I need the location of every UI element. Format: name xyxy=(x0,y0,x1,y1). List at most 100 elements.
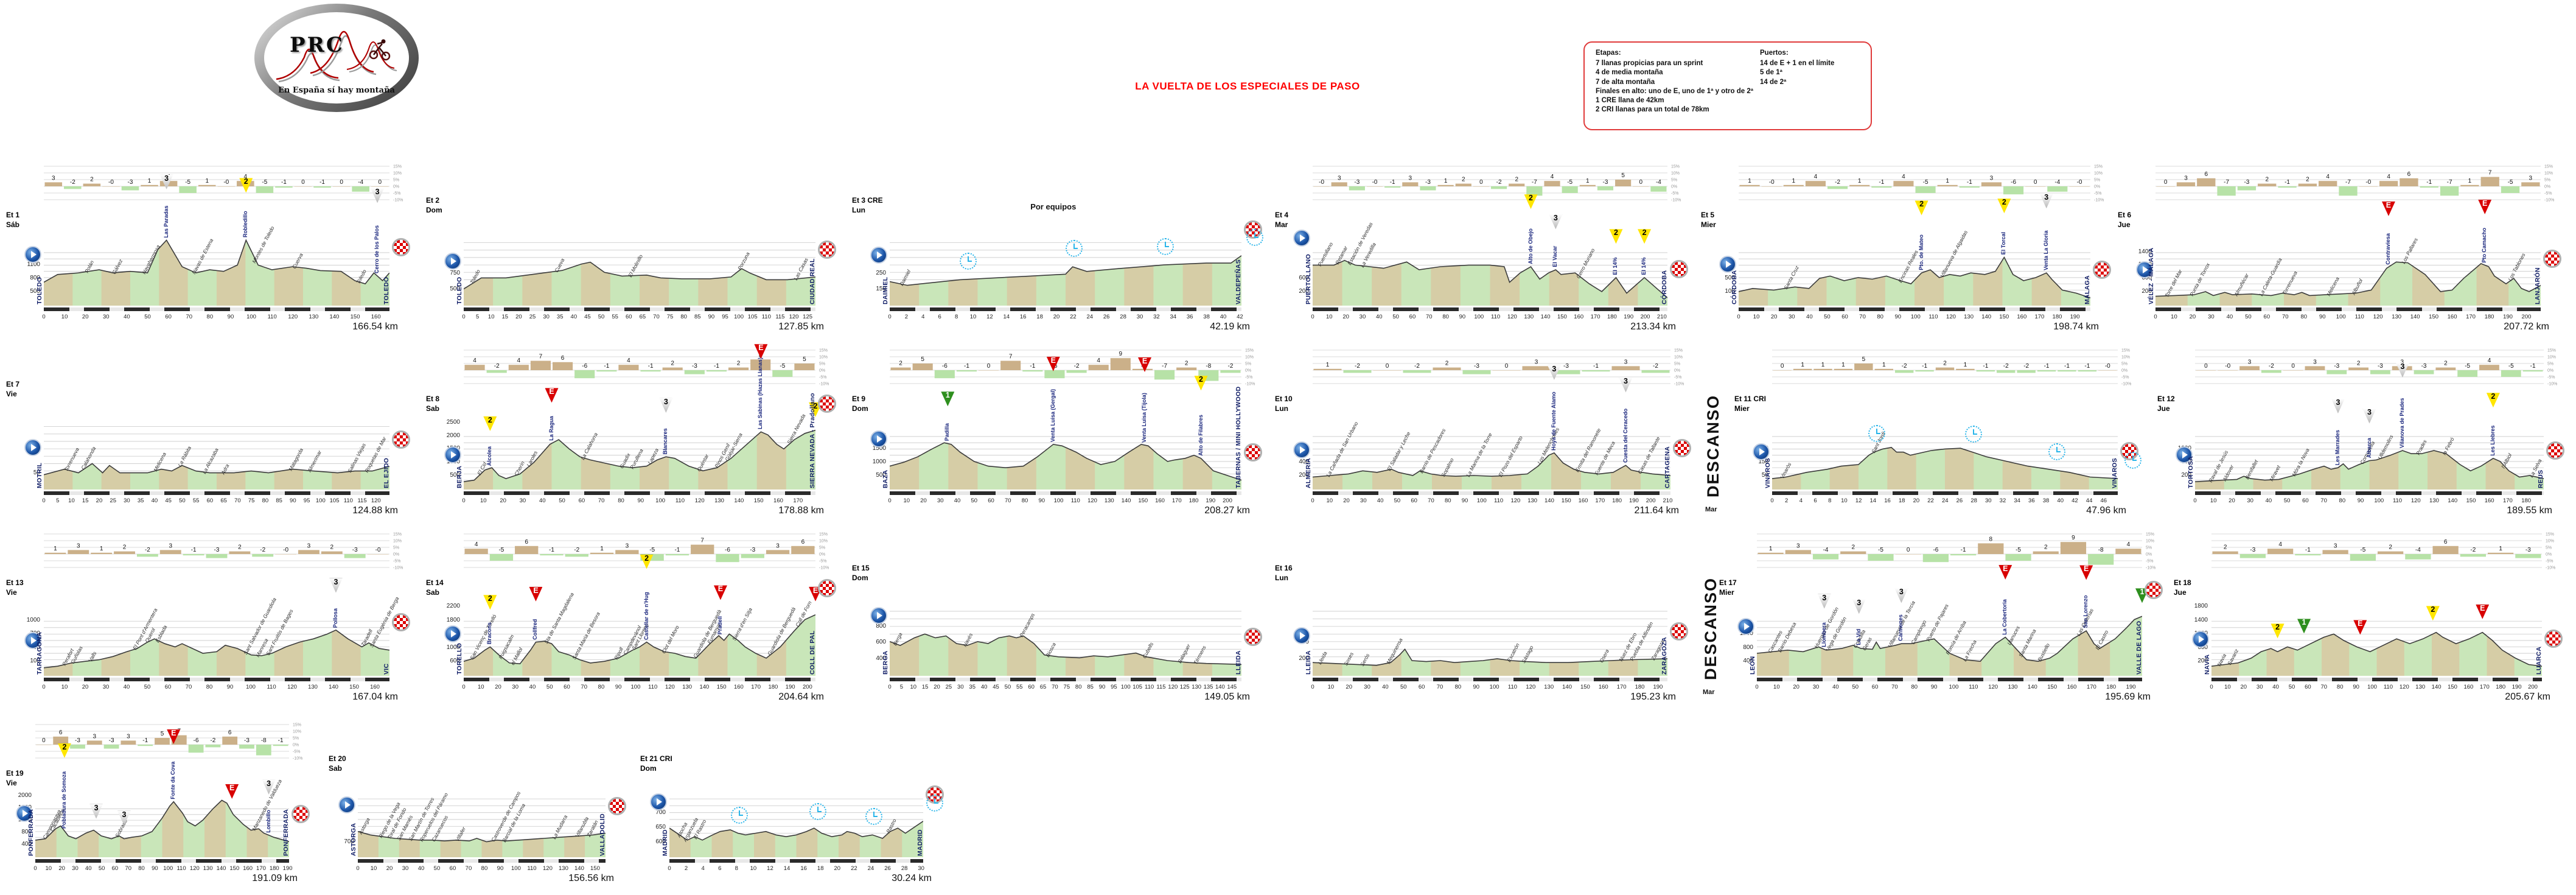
rest-day-weekday: Mar xyxy=(1705,506,1717,513)
x-axis-tick: 110 xyxy=(267,314,277,320)
svg-text:15%: 15% xyxy=(819,533,828,537)
x-axis-tick: 15 xyxy=(921,684,929,690)
svg-text:-2: -2 xyxy=(494,363,500,370)
svg-text:2: 2 xyxy=(1515,177,1518,183)
stage-day: Vie xyxy=(6,588,17,597)
svg-text:2: 2 xyxy=(90,177,94,183)
elevation-profile-chart xyxy=(1313,252,1667,306)
x-axis-tick: 60 xyxy=(164,684,172,690)
svg-text:-7: -7 xyxy=(2447,179,2452,186)
x-axis-tick: 80 xyxy=(2336,684,2344,690)
elevation-profile-chart xyxy=(358,798,606,857)
x-axis-tick: 110 xyxy=(1144,684,1154,690)
distance-label: 191.09 km xyxy=(252,873,298,883)
climb-name-label: Pto. de Mateo xyxy=(1918,234,1924,271)
climb-name-label: Venta Luisa (Gergal) xyxy=(1049,388,1056,442)
gradient-strip: 15% 10% 5% 0% -5% -10% 0 -0 3 -2 0 3 -3 2 -3 3 -3 2 -5 4 -5 -… xyxy=(2195,343,2566,390)
x-axis-tick: 140 xyxy=(1215,684,1225,690)
finish-city-name: SIERRA NEVADA - Pradollano xyxy=(809,393,816,488)
x-axis-tick: 150 xyxy=(2466,497,2476,504)
x-axis-tick: 38 xyxy=(2042,497,2050,504)
svg-text:5%: 5% xyxy=(393,546,399,550)
start-city-name: BERGA xyxy=(882,650,889,675)
elevation-profile-chart xyxy=(44,426,389,490)
x-axis-tick: 14 xyxy=(783,865,791,872)
x-axis-tick: 190 xyxy=(1653,684,1663,690)
climb-name-label: Bracons xyxy=(486,622,493,645)
svg-text:4: 4 xyxy=(244,174,248,180)
svg-text:10%: 10% xyxy=(393,539,402,544)
x-axis-tick: 40 xyxy=(570,314,578,320)
x-axis-tick: 12 xyxy=(1855,497,1862,504)
x-axis-tick: 70 xyxy=(465,865,472,872)
x-axis-tick: 110 xyxy=(1929,314,1938,320)
x-axis-tick: 30 xyxy=(543,314,550,320)
svg-text:3: 3 xyxy=(1409,175,1412,181)
svg-text:-3: -3 xyxy=(109,737,114,744)
profile-plot xyxy=(669,771,923,857)
x-axis-tick: 110 xyxy=(176,865,186,872)
svg-text:0%: 0% xyxy=(393,553,399,557)
x-axis-tick: 5 xyxy=(56,497,60,504)
finish-city-name: VIC xyxy=(383,663,390,675)
stage-day: Dom xyxy=(852,404,868,413)
gradient-strip-chart: 15% 10% 5% 0% -5% -10% 4 -5 6 -1 -2 1 3 -5 -1 7 -6 -3 3 6 xyxy=(464,533,829,570)
x-axis-tick: 20 xyxy=(1793,684,1799,690)
svg-text:4: 4 xyxy=(473,357,476,364)
x-axis-tick: 70 xyxy=(1428,497,1434,504)
svg-text:-7: -7 xyxy=(2224,179,2229,186)
svg-text:5%: 5% xyxy=(2121,362,2127,367)
x-axis-tick: 110 xyxy=(2392,497,2403,504)
svg-text:0%: 0% xyxy=(2146,553,2152,557)
x-axis-tick: 10 xyxy=(68,497,75,504)
svg-text:-1: -1 xyxy=(1030,363,1035,370)
time-check-clock-icon xyxy=(1065,240,1083,258)
x-axis-tick: 70 xyxy=(234,497,241,504)
gradient-strip-chart: 15%10%5%0%-5%-10%25-6-107-1-6-2491-72-8-… xyxy=(890,349,1255,387)
climb-name-label: Cuesta del Ceracedo xyxy=(1622,409,1628,463)
x-axis-tick: 120 xyxy=(1087,497,1097,504)
x-axis-tick: 20 xyxy=(834,865,841,872)
x-axis-tick: 20 xyxy=(1343,497,1350,504)
x-axis-tick: 10 xyxy=(903,497,910,504)
stage-et-9: Et 9Dom15%10%5%0%-5%-10%25-6-107-1-6-249… xyxy=(852,341,1272,521)
stage-day: Vie xyxy=(6,389,17,398)
svg-text:2: 2 xyxy=(2306,177,2309,183)
svg-text:5%: 5% xyxy=(819,362,825,367)
elevation-profile-chart xyxy=(1757,616,2142,676)
finish-city-name: LUARCA xyxy=(2535,646,2543,675)
svg-text:-5%: -5% xyxy=(393,560,400,564)
legend-etapas-item: 4 de media montaña xyxy=(1596,69,1663,77)
x-axis-tick: 10 xyxy=(61,314,68,320)
svg-text:-1: -1 xyxy=(1983,363,1988,370)
stage-et-11-cri: Et 11 CRI Mier 15% 10% 5% 0% -5% -10% 0 1 1 1 5 1 -2 -1… xyxy=(1734,341,2148,521)
finish-city-name: COLL DE PAL xyxy=(809,630,816,675)
stage-start-icon xyxy=(1293,441,1310,459)
stage-id-label: Et 3 CRE Lun xyxy=(852,196,883,215)
road-bar xyxy=(669,859,923,863)
svg-text:-1: -1 xyxy=(2530,363,2536,370)
gradient-strip-chart: 15% 10% 5% 0% -5% -10% 2 -3 4 -1 3 -5 2 -4 6 -2 1 -3 xyxy=(2211,533,2555,570)
svg-text:2: 2 xyxy=(671,360,674,367)
x-axis-tick: 90 xyxy=(152,865,158,872)
svg-text:6: 6 xyxy=(2444,539,2448,546)
road-bar xyxy=(464,678,815,681)
x-axis-tick: 46 xyxy=(2100,497,2107,504)
x-axis-tick: 50 xyxy=(2283,497,2291,504)
x-axis-tick: 40 xyxy=(2272,684,2279,690)
x-axis-tick: 40 xyxy=(1376,314,1383,320)
elevation-profile-chart xyxy=(44,620,389,676)
stage-et-6: Et 6 Jue 15% 10% 5% 0% -5% -10% 0 3 6 -7 -3 2 -1 2 4 -7 -0… xyxy=(2118,157,2571,337)
x-axis-tick: 45 xyxy=(993,684,999,690)
climb-name-label: Alto de Filabres xyxy=(1197,415,1204,456)
start-city-name: VÉLEZ - MÁLAGA xyxy=(2148,247,2155,304)
x-axis-tick: 30 xyxy=(1359,314,1366,320)
svg-text:5%: 5% xyxy=(2544,178,2550,183)
x-axis-tick: 160 xyxy=(1155,497,1165,504)
start-city-name: DAIMIEL xyxy=(882,276,889,304)
x-axis-tick: 0 xyxy=(462,314,466,320)
x-axis-tick: 170 xyxy=(1171,497,1182,504)
svg-text:-6: -6 xyxy=(942,363,948,370)
x-axis-tick: 150 xyxy=(753,497,764,504)
svg-text:-10%: -10% xyxy=(2547,382,2557,387)
